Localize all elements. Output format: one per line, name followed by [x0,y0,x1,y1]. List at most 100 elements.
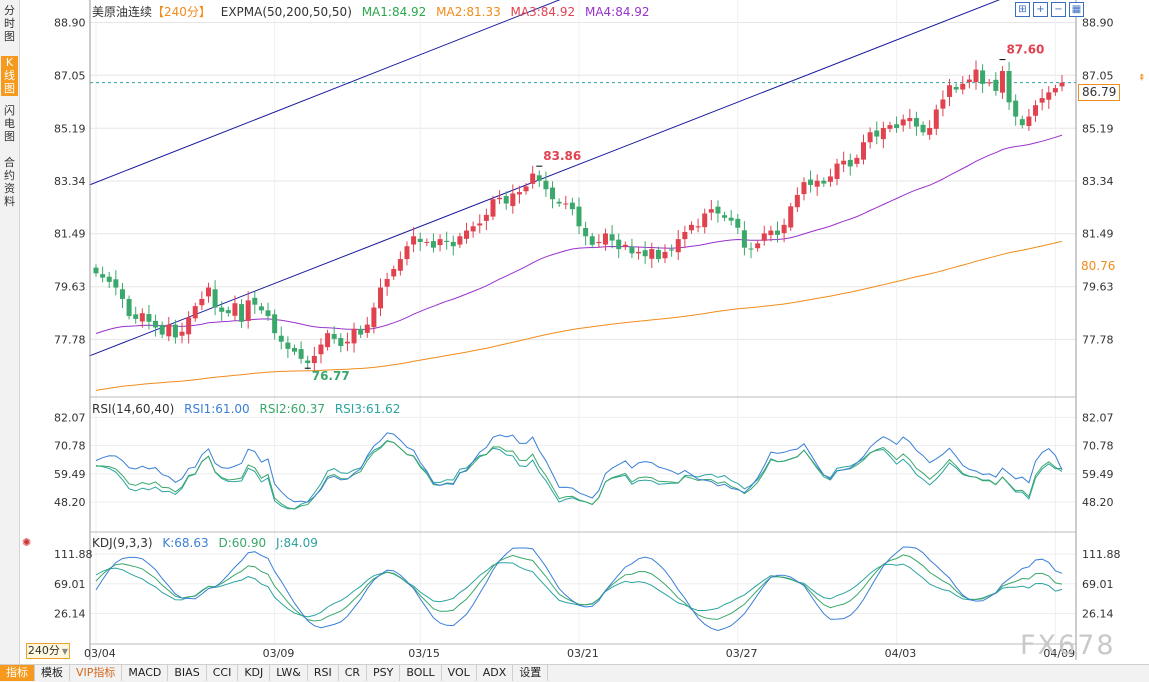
zoom-out-icon[interactable]: − [1051,2,1066,17]
layout-icon[interactable]: ▦ [1069,2,1084,17]
tab-vol[interactable]: VOL [442,665,477,681]
period-selector[interactable]: 240分 ▼ [26,643,70,659]
candle-body [980,70,986,84]
y-tick-label: 83.34 [1082,175,1114,188]
candle-body [1019,119,1025,126]
candle-body [741,230,747,248]
candle-body [351,328,357,344]
rsi-tick-label-left: 70.78 [54,440,86,453]
crosshair-icon: ✺ [22,536,31,549]
tab-vip-indicators[interactable]: VIP指标 [70,665,123,681]
candle-body [682,231,688,240]
y-tick-label-left: 87.05 [54,69,86,82]
y-tick-label: 88.90 [1082,17,1114,30]
candle-body [622,244,628,247]
candle-body [602,233,608,245]
y-tick-label-left: 88.90 [54,17,86,30]
tab-cci[interactable]: CCI [207,665,239,681]
candle-body [93,267,99,274]
candle-body [636,251,642,254]
tab-kline-chart[interactable]: K线图 [1,56,18,96]
candle-body [450,241,456,247]
period-selector-label: 240分 [27,644,60,657]
ma2-price-tag: 80.76 [1081,259,1116,273]
tab-boll[interactable]: BOLL [400,665,442,681]
candle-body [550,187,556,200]
kdj-tick-label-left: 69.01 [54,578,86,591]
candle-body [596,241,602,244]
candle-body [629,246,635,254]
tab-macd[interactable]: MACD [122,665,169,681]
chart-toolbar: ⊞ + − ▦ [1015,2,1087,17]
kline-chart[interactable]: 83.86 87.60 76.77 88.90 88.90 87.05 87.05 85.1… [0,0,1149,664]
ma3-value: MA3:84.92 [510,5,576,19]
candle-body [258,306,264,311]
candle-body [675,239,681,253]
candle-body [794,194,800,208]
tab-psy[interactable]: PSY [367,665,401,681]
tab-kdj[interactable]: KDJ [238,665,271,681]
candle-body [1059,82,1065,87]
tab-flash-chart[interactable]: 闪电图 [4,104,15,143]
rsi2-value: RSI2:60.37 [259,402,326,416]
tab-templates[interactable]: 模板 [35,665,70,681]
ma2-line [95,240,1063,391]
kdj-tick-label-left: 111.88 [54,548,93,561]
price-annotations: 83.86 87.60 76.77 [304,43,1044,383]
candle-body [642,250,648,257]
candle-body [702,213,708,228]
candle-body [755,243,761,249]
grid-icon[interactable]: ⊞ [1015,2,1030,17]
candle-body [159,324,165,335]
candle-body [318,344,324,355]
candle-body [523,186,529,192]
candle-body [252,297,258,305]
rsi1-value: RSI1:61.00 [184,402,250,416]
candle-body [205,287,211,297]
tab-settings[interactable]: 设置 [513,665,549,681]
candle-body [847,159,853,167]
candle-body [966,79,972,83]
candle-body [556,201,562,204]
tab-indicators[interactable]: 指标 [0,665,35,681]
tab-cr[interactable]: CR [339,665,368,681]
candle-body [411,236,417,245]
candle-body [569,202,575,210]
candle-body [179,331,185,336]
tab-contract-info[interactable]: 合约资料 [4,156,15,208]
candle-body [437,239,443,246]
candle-body [576,206,582,227]
tab-bias[interactable]: BIAS [168,665,207,681]
candle-body [940,99,946,109]
candle-body [106,276,112,282]
candle-body [913,118,919,127]
axes: 88.90 88.90 87.05 87.05 85.19 85.19 83.34 83.34… [22,0,1146,660]
indicator-tab-bar: 指标 模板 VIP指标 MACD BIAS CCI KDJ LW& RSI CR… [0,664,1149,682]
candle-body [444,240,450,242]
candle-body [887,125,893,129]
zoom-in-icon[interactable]: + [1033,2,1048,17]
candle-body [1033,105,1039,116]
channel-upper-line [89,0,561,186]
candle-body [199,298,205,306]
candle-body [563,203,569,205]
candle-body [788,206,794,228]
rsi-legend: RSI(14,60,40) RSI1:61.00 RSI2:60.37 RSI3… [92,402,406,416]
tab-time-chart[interactable]: 分时图 [4,4,15,43]
candle-body [139,313,145,322]
candle-body [854,157,860,164]
x-tick-label: 03/04 [84,647,116,660]
rsi3-line [95,440,1063,510]
candle-body [477,223,483,226]
candle-body [834,163,840,179]
tab-lwr[interactable]: LW& [270,665,308,681]
candle-body [874,130,880,137]
ma2-value: MA2:81.33 [436,5,501,19]
candle-body [126,298,132,317]
candle-body [457,236,463,245]
tab-rsi[interactable]: RSI [308,665,339,681]
candle-body [391,269,397,277]
candle-body [986,82,992,84]
tab-adx[interactable]: ADX [477,665,514,681]
candle-body [761,233,767,241]
